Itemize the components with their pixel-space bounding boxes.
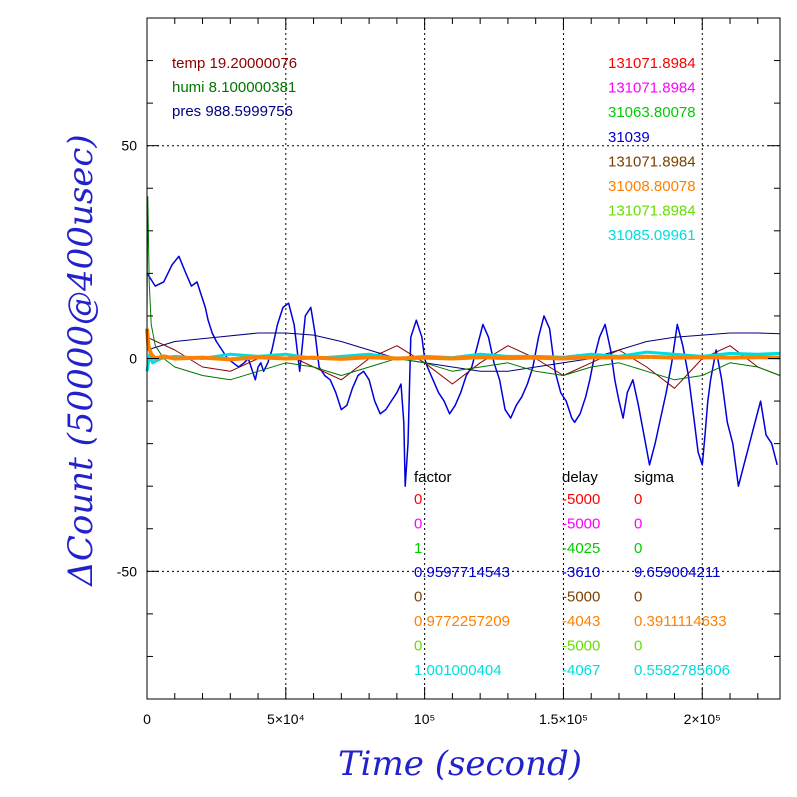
- table-cell: -5000: [562, 637, 600, 654]
- x-tick-label: 10⁵: [414, 711, 435, 727]
- table-cell: -3610: [562, 564, 600, 581]
- table-cell: 9.659004211: [634, 564, 720, 581]
- table-cell: 0: [414, 491, 422, 508]
- value-annotation: 31008.80078: [608, 178, 696, 195]
- table-cell: 0: [414, 637, 422, 654]
- table-header: sigma: [634, 469, 675, 486]
- series-line: [146, 336, 781, 389]
- x-tick-label: 1.5×10⁵: [539, 711, 588, 727]
- table-cell: -5000: [562, 515, 600, 532]
- table-cell: 1: [414, 540, 422, 557]
- table-cell: 0: [634, 589, 642, 606]
- x-tick-label: 2×10⁵: [684, 711, 721, 727]
- table-cell: 0: [634, 637, 642, 654]
- table-cell: -4025: [562, 540, 600, 557]
- table-cell: 0: [634, 540, 642, 557]
- table-cell: 0: [414, 515, 422, 532]
- table-cell: 1.001000404: [414, 662, 502, 679]
- series-line: [146, 255, 778, 487]
- table-cell: 0: [634, 491, 642, 508]
- value-annotation: 131071.8984: [608, 80, 696, 97]
- table-cell: -4043: [562, 613, 600, 630]
- y-tick-label: 0: [129, 351, 137, 367]
- y-axis-title: ΔCount (50000@400usec): [61, 134, 101, 587]
- table-header: delay: [562, 469, 598, 486]
- table-cell: 0.9772257209: [414, 613, 510, 630]
- table-cell: -4067: [562, 662, 600, 679]
- table-cell: -5000: [562, 491, 600, 508]
- value-annotation: 31063.80078: [608, 104, 696, 121]
- y-tick-label: 50: [121, 138, 137, 154]
- value-annotation: 131071.8984: [608, 203, 696, 220]
- table-header: factor: [414, 469, 452, 486]
- x-tick-label: 0: [143, 711, 151, 727]
- series-line: [146, 332, 781, 372]
- env-annotation: humi 8.100000381: [172, 79, 296, 96]
- series-line: [145, 328, 781, 362]
- env-annotation: pres 988.5999756: [172, 103, 293, 120]
- series-layer: [145, 196, 781, 487]
- table-cell: 0.3911114633: [634, 613, 727, 630]
- table-cell: 0.9597714543: [414, 564, 510, 581]
- stats-table: factor delay sigma 0 -5000 0 0 -5000 0 1 -4025 0 0.9…: [414, 469, 730, 679]
- value-annotation: 131071.8984: [608, 55, 696, 72]
- value-annotation: 31085.09961: [608, 227, 696, 244]
- table-cell: 0.5582785606: [634, 662, 730, 679]
- env-annotation: temp 19.20000076: [172, 55, 297, 72]
- annotations: temp 19.20000076 humi 8.100000381 pres 988…: [172, 55, 696, 244]
- table-cell: 0: [414, 589, 422, 606]
- ticks: [147, 18, 780, 699]
- y-tick-label: -50: [117, 563, 137, 579]
- table-cell: -5000: [562, 589, 600, 606]
- value-annotation: 131071.8984: [608, 153, 696, 170]
- table-cell: 0: [634, 515, 642, 532]
- x-axis-title: Time (second): [338, 744, 582, 784]
- value-annotation: 31039: [608, 129, 650, 146]
- x-tick-label: 5×10⁴: [267, 711, 305, 727]
- tick-labels: 0 5×10⁴ 10⁵ 1.5×10⁵ 2×10⁵ 50 0 -50: [117, 138, 721, 727]
